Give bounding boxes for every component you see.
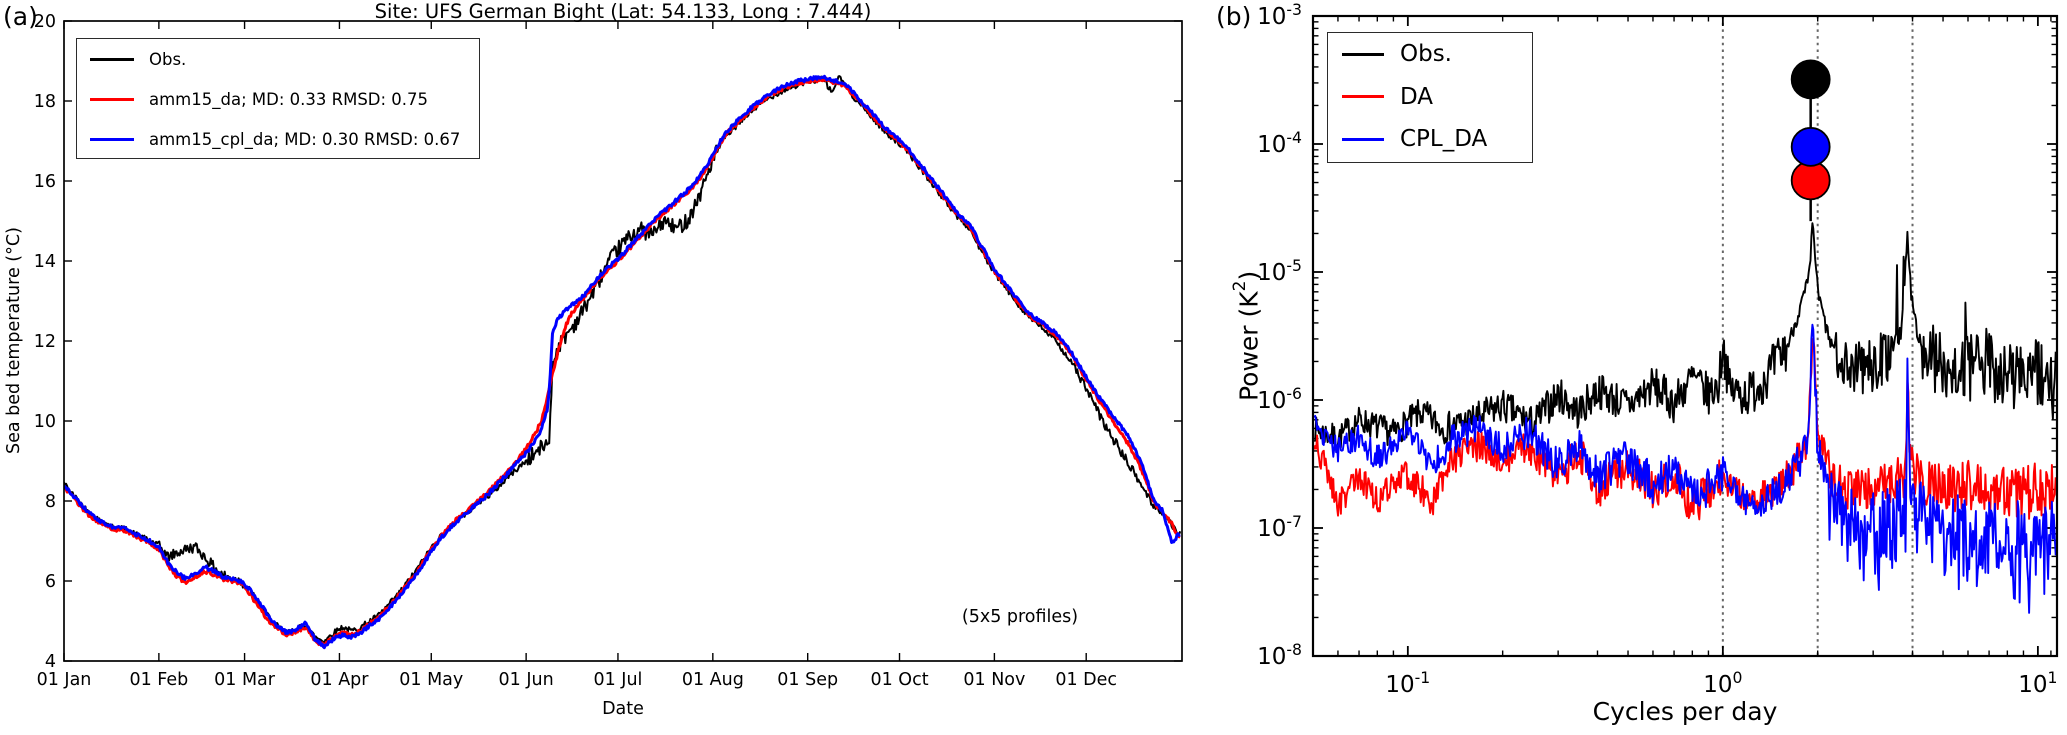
- legend-label: Obs.: [149, 49, 187, 69]
- panel-a-y-tick-label: 10: [34, 412, 56, 432]
- peak-marker-cpl-da: [1790, 126, 1831, 167]
- panel-a-x-tick-label: 01 Jul: [593, 670, 642, 690]
- obs-line-sample: [90, 57, 134, 61]
- panel-b-plot-frame: [1311, 14, 2059, 658]
- legend-label: amm15_da; MD: 0.33 RMSD: 0.75: [149, 89, 429, 109]
- panel-a-x-tick-label: 01 Aug: [682, 670, 744, 690]
- legend-label: DA: [1400, 83, 1434, 110]
- series-amm15-da: [64, 76, 1181, 648]
- panel-b-tick-label: 10-4: [1257, 128, 1302, 158]
- spectrum-cpl-da: [1313, 323, 2057, 614]
- panel-b-tick-label: 10-1: [1385, 668, 1430, 698]
- panel-a-y-tick-label: 16: [34, 172, 56, 192]
- amm15-cpl-da-line-sample: [90, 137, 134, 141]
- panel-a-x-tick-label: 01 Sep: [777, 670, 838, 690]
- panel-b-tick-label: 10-6: [1257, 384, 1302, 414]
- peak-marker-obs-: [1790, 59, 1831, 100]
- legend-label: CPL_DA: [1400, 126, 1488, 153]
- spectrum-obs-: [1313, 222, 2057, 449]
- legend-label: Obs.: [1400, 41, 1452, 68]
- legend-item-obs: Obs.: [1328, 33, 1532, 76]
- panel-a-x-tick-label: 01 Feb: [129, 670, 188, 690]
- panel-b-xlabel: Cycles per day: [1592, 697, 1778, 726]
- panel-a-y-tick-label: 8: [45, 492, 56, 512]
- series-obs-: [64, 75, 1182, 644]
- panel-a-xlabel: Date: [602, 699, 644, 719]
- panel-b-legend: Obs. DA CPL_DA: [1327, 32, 1533, 163]
- panel-a-x-tick-label: 01 Oct: [870, 670, 928, 690]
- panel-a-y-tick-label: 6: [45, 572, 56, 592]
- panel-a-y-tick-label: 12: [34, 332, 56, 352]
- panel-a-y-tick-label: 14: [34, 252, 56, 272]
- panel-b-tick-label: 10-7: [1257, 512, 1302, 542]
- panel-a-title: Site: UFS German Bight (Lat: 54.133, Lon…: [374, 0, 872, 23]
- panel-b-tag: (b): [1216, 2, 1252, 31]
- legend-item-amm15-da: amm15_da; MD: 0.33 RMSD: 0.75: [77, 79, 479, 119]
- obs-line-sample: [1342, 52, 1384, 56]
- panel-a-y-tick-label: 20: [34, 12, 56, 32]
- panel-b-tick-label: 101: [2018, 668, 2057, 698]
- panel-a-plot-frame: [63, 20, 1183, 662]
- legend-label: amm15_cpl_da; MD: 0.30 RMSD: 0.67: [149, 129, 461, 149]
- cpl-da-line-sample: [1342, 137, 1384, 141]
- series-amm15-cpl-da: [64, 74, 1181, 650]
- panel-a-y-tick-label: 4: [45, 652, 56, 672]
- panel-b: 10-1 100 101 10-3 10-4 10-5 10-6 10-7 10-8: [1257, 0, 2059, 698]
- legend-item-cpl-da: CPL_DA: [1328, 118, 1532, 161]
- da-line-sample: [1342, 95, 1384, 99]
- panel-a-x-tick-label: 01 Nov: [963, 670, 1025, 690]
- panel-b-ylabel: Power (K2): [1230, 270, 1264, 402]
- panel-b-tick-label: 100: [1703, 668, 1742, 698]
- panel-a-x-tick-label: 01 Apr: [310, 670, 369, 690]
- panel-b-tick-label: 10-8: [1257, 640, 1302, 670]
- panel-a: 01 Jan 01 Feb 01 Mar 01 Apr 01 May 01 Jun 01 J…: [34, 12, 1183, 690]
- panel-a-x-tick-label: 01 May: [399, 670, 463, 690]
- legend-item-obs: Obs.: [77, 39, 479, 79]
- panel-a-x-tick-label: 01 Dec: [1055, 670, 1117, 690]
- spectrum-da: [1313, 338, 2057, 521]
- legend-item-amm15-cpl-da: amm15_cpl_da; MD: 0.30 RMSD: 0.67: [77, 119, 479, 159]
- panel-a-x-tick-label: 01 Jun: [499, 670, 554, 690]
- legend-item-da: DA: [1328, 76, 1532, 119]
- panel-a-ylabel: Sea bed temperature (°C): [4, 227, 24, 455]
- panel-a-tag: (a): [3, 2, 38, 31]
- panel-a-annotation: (5x5 profiles): [961, 607, 1079, 627]
- amm15-da-line-sample: [90, 97, 134, 101]
- panel-a-legend: Obs. amm15_da; MD: 0.33 RMSD: 0.75 amm15…: [76, 38, 480, 159]
- panel-a-x-tick-label: 01 Jan: [37, 670, 92, 690]
- peak-marker-da: [1790, 160, 1831, 201]
- panel-a-y-tick-label: 18: [34, 92, 56, 112]
- panel-a-x-tick-label: 01 Mar: [214, 670, 276, 690]
- panel-b-tick-label: 10-3: [1257, 0, 1302, 30]
- panel-b-tick-label: 10-5: [1257, 256, 1302, 286]
